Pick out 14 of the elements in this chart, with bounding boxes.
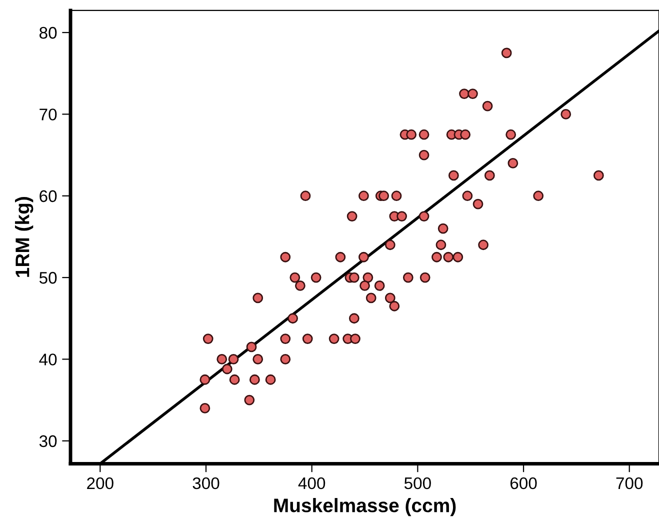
y-tick-label: 30 [39,435,57,448]
x-tick-label: 400 [298,477,326,490]
x-tick-label: 600 [510,477,537,490]
x-tick-label: 700 [616,477,643,490]
y-tick-label: 50 [39,272,57,284]
x-tick-label: 500 [404,477,431,490]
y-axis-title: 1RM (kg) [15,197,34,277]
x-tick-label: 200 [87,477,114,490]
x-tick-label: 300 [192,477,220,490]
y-tick-label: 80 [40,26,57,39]
x-axis-title: Muskelmasse (ccm) [274,498,456,516]
y-tick-label: 70 [40,108,57,120]
y-tick-label: 40 [39,354,57,366]
y-tick-label: 60 [40,190,57,202]
